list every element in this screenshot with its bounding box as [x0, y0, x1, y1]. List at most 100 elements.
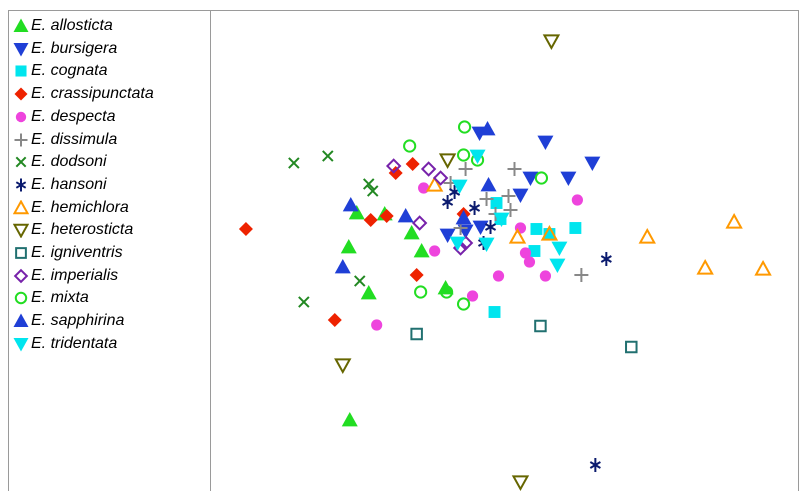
data-point	[508, 227, 527, 244]
data-point	[468, 201, 481, 215]
legend-item: E. dodsoni	[13, 151, 107, 173]
legend-marker-icon	[13, 268, 29, 283]
legend-marker-icon	[15, 247, 27, 259]
data-point	[542, 34, 561, 51]
data-point	[472, 220, 489, 235]
legend-label: E. despecta	[31, 107, 116, 125]
data-point	[439, 228, 456, 243]
data-point	[457, 120, 472, 134]
legend-label: E. hansoni	[31, 175, 107, 193]
legend-label: E. igniventris	[31, 244, 123, 261]
series-group	[340, 205, 454, 427]
data-point	[469, 149, 486, 164]
data-point	[490, 197, 503, 209]
data-point	[288, 157, 300, 169]
data-point	[403, 139, 417, 153]
data-point	[405, 157, 420, 171]
legend-marker-icon	[13, 224, 29, 239]
data-point	[638, 227, 656, 244]
data-point	[362, 178, 375, 190]
data-point	[539, 270, 552, 282]
data-point	[397, 208, 414, 223]
legend-item: E. mixta	[13, 287, 89, 309]
legend-item: E. hansoni	[13, 174, 107, 196]
legend-marker-icon	[13, 42, 29, 57]
legend-marker-icon	[13, 199, 29, 214]
legend-marker-icon	[14, 292, 28, 305]
legend-item: E. igniventris	[13, 242, 123, 264]
data-point	[507, 162, 522, 176]
legend-label: E. sapphirina	[31, 312, 125, 330]
data-point	[574, 268, 589, 282]
data-point	[379, 209, 394, 223]
series-group	[288, 150, 379, 308]
legend-label: E. tridentata	[31, 334, 118, 352]
data-point	[530, 223, 543, 235]
data-point	[403, 225, 420, 240]
data-point	[440, 285, 454, 299]
data-point	[410, 327, 423, 341]
legend-item: E. cognata	[13, 60, 108, 82]
legend-label: E. dissimula	[31, 130, 118, 148]
data-point	[442, 195, 454, 209]
data-point	[455, 210, 472, 225]
legend-item: E. despecta	[13, 106, 116, 128]
series-group	[334, 121, 497, 274]
data-point	[479, 121, 496, 136]
data-point	[625, 340, 638, 354]
legend-label: E. cognata	[31, 62, 108, 80]
data-point	[354, 275, 366, 287]
data-point	[342, 197, 359, 212]
legend-item: E. bursigera	[13, 38, 117, 60]
series-group	[449, 149, 568, 273]
legend-item: E. sapphirina	[13, 310, 124, 332]
data-point	[503, 203, 518, 217]
data-point	[298, 296, 310, 308]
data-point	[528, 245, 541, 257]
legend-marker-icon	[15, 111, 27, 122]
data-point	[543, 228, 556, 240]
data-point	[519, 247, 532, 259]
data-point	[414, 285, 428, 299]
data-point	[511, 475, 530, 492]
legend-marker-icon	[14, 87, 28, 101]
data-point	[501, 189, 516, 203]
data-point	[512, 188, 529, 203]
legend-label: E. allosticta	[31, 17, 113, 34]
data-point	[549, 258, 566, 273]
legend-item: E. hemichlora	[13, 197, 129, 219]
data-point	[238, 222, 253, 236]
data-point	[492, 270, 505, 282]
data-point	[479, 192, 494, 206]
data-point	[600, 252, 612, 266]
data-point	[409, 268, 424, 282]
data-point	[534, 171, 549, 185]
chart-frame: E. allosticta E. bursigera E. cognata E. cr…	[8, 10, 799, 492]
data-point	[725, 212, 743, 229]
data-point	[411, 215, 428, 231]
data-point	[456, 148, 471, 162]
data-point	[371, 319, 383, 331]
data-point	[522, 171, 539, 186]
legend-label: E. hemichlora	[31, 198, 129, 216]
series-group	[371, 182, 583, 331]
data-point	[584, 156, 601, 171]
legend-marker-icon	[13, 313, 29, 328]
data-point	[589, 458, 601, 472]
legend-label: E. crassipunctata	[31, 85, 154, 103]
legend-marker-icon	[14, 133, 28, 146]
legend-marker-icon	[15, 178, 27, 192]
legend-marker-icon	[15, 65, 27, 77]
legend-item: E. allosticta	[13, 15, 113, 37]
data-point	[571, 194, 583, 206]
data-point	[413, 243, 430, 258]
data-point	[488, 306, 501, 318]
data-point	[523, 256, 536, 268]
data-point	[466, 290, 479, 302]
data-point	[458, 162, 473, 176]
data-point	[432, 170, 449, 186]
legend-item: E. heterosticta	[13, 219, 133, 241]
series-group	[238, 157, 471, 327]
plot-area	[238, 34, 772, 492]
legend-item: E. tridentata	[13, 333, 117, 355]
